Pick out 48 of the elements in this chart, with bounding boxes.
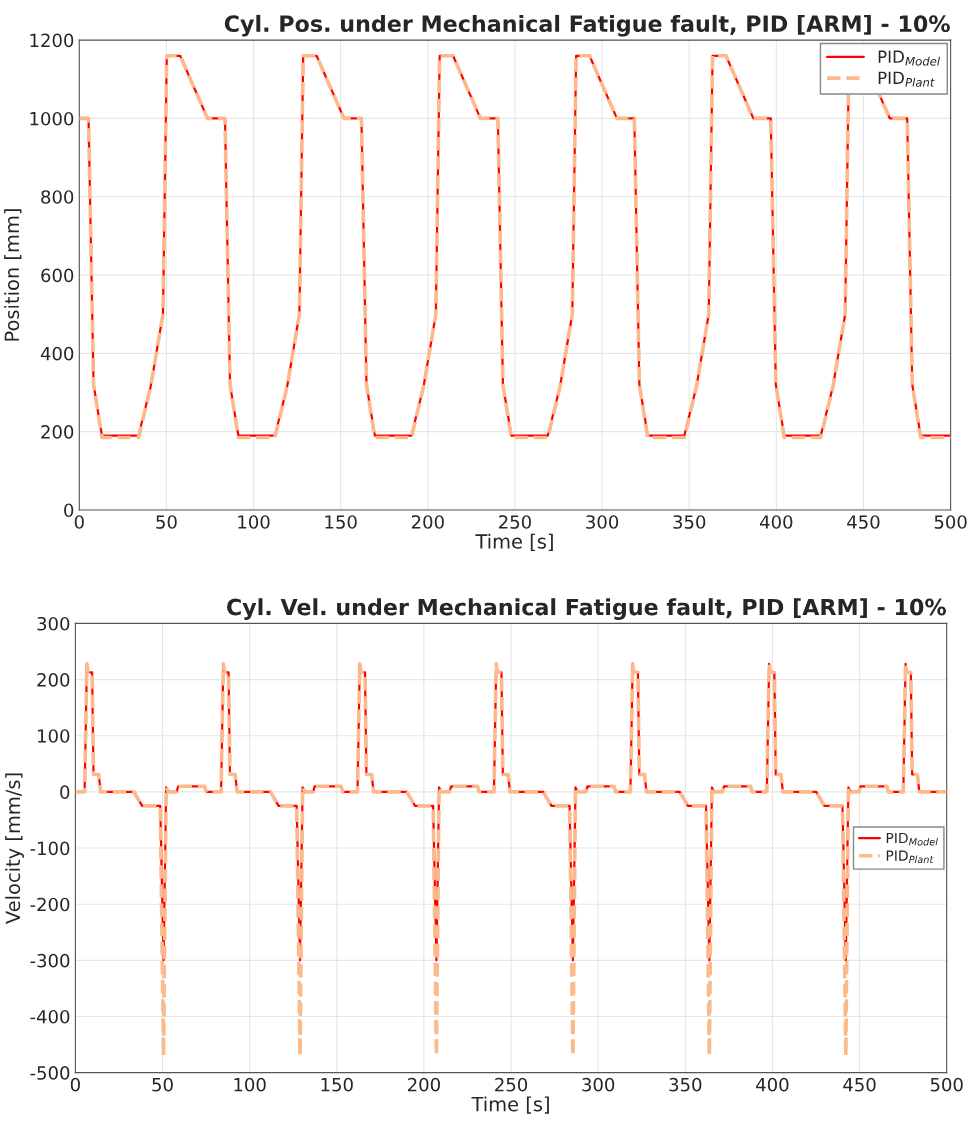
y-tick-label: 0 <box>60 785 70 799</box>
legend-label: PID$_{Model}$ <box>886 832 938 846</box>
y-tick-label: 1200 <box>30 33 74 48</box>
x-tick-label: 200 <box>411 515 444 529</box>
x-axis-title: Time [s] <box>471 1096 549 1114</box>
x-tick-label: 0 <box>74 515 84 529</box>
x-tick-label: 350 <box>673 515 706 529</box>
y-tick-label: -100 <box>30 841 70 856</box>
x-tick-label: 350 <box>669 1077 702 1092</box>
x-tick-label: 200 <box>408 1077 440 1092</box>
x-tick-label: 250 <box>499 515 531 529</box>
x-tick-label: 500 <box>930 1077 963 1092</box>
x-tick-label: 50 <box>156 515 177 529</box>
y-axis-title: Velocity [mm/s] <box>5 773 24 924</box>
legend-label: PID$_{Plant}$ <box>878 71 935 87</box>
chart-title: Cyl. Pos. under Mechanical Fatigue fault, PID [ARM] - 10% <box>224 14 950 37</box>
x-tick-label: 50 <box>152 1077 173 1092</box>
y-tick-label: 600 <box>41 268 74 283</box>
y-axis-title: Position [mm] <box>4 209 22 341</box>
y-tick-label: 200 <box>37 673 70 687</box>
x-tick-label: 250 <box>495 1077 528 1092</box>
y-tick-label: 400 <box>40 346 74 361</box>
x-tick-label: 100 <box>238 515 270 529</box>
x-tick-label: 100 <box>234 1077 266 1092</box>
y-tick-label: 100 <box>38 729 70 743</box>
y-tick-label: -400 <box>30 1009 70 1024</box>
x-tick-label: 300 <box>582 1077 615 1092</box>
x-tick-label: 450 <box>843 1077 876 1092</box>
y-tick-label: -500 <box>30 1066 70 1080</box>
x-tick-label: 400 <box>760 515 793 529</box>
y-tick-label: 800 <box>41 190 74 204</box>
x-tick-label: 150 <box>321 1077 353 1092</box>
y-tick-label: 1000 <box>30 111 74 126</box>
y-tick-label: 200 <box>41 425 74 439</box>
y-tick-label: 300 <box>37 616 70 631</box>
legend-label: PID$_{Model}$ <box>878 50 941 66</box>
x-tick-label: 500 <box>934 515 967 529</box>
y-tick-label: 0 <box>64 503 74 518</box>
x-tick-label: 450 <box>847 515 880 529</box>
legend-label: PID$_{Plant}$ <box>886 850 934 864</box>
y-tick-label: -200 <box>30 897 70 912</box>
chart-title: Cyl. Vel. under Mechanical Fatigue fault, PID [ARM] - 10% <box>227 598 946 620</box>
line-series <box>75 662 947 1058</box>
x-axis-title: Time [s] <box>475 533 553 552</box>
x-tick-label: 300 <box>586 515 619 529</box>
y-tick-label: -300 <box>30 953 70 968</box>
x-tick-label: 400 <box>756 1077 789 1092</box>
x-tick-label: 150 <box>325 515 357 529</box>
